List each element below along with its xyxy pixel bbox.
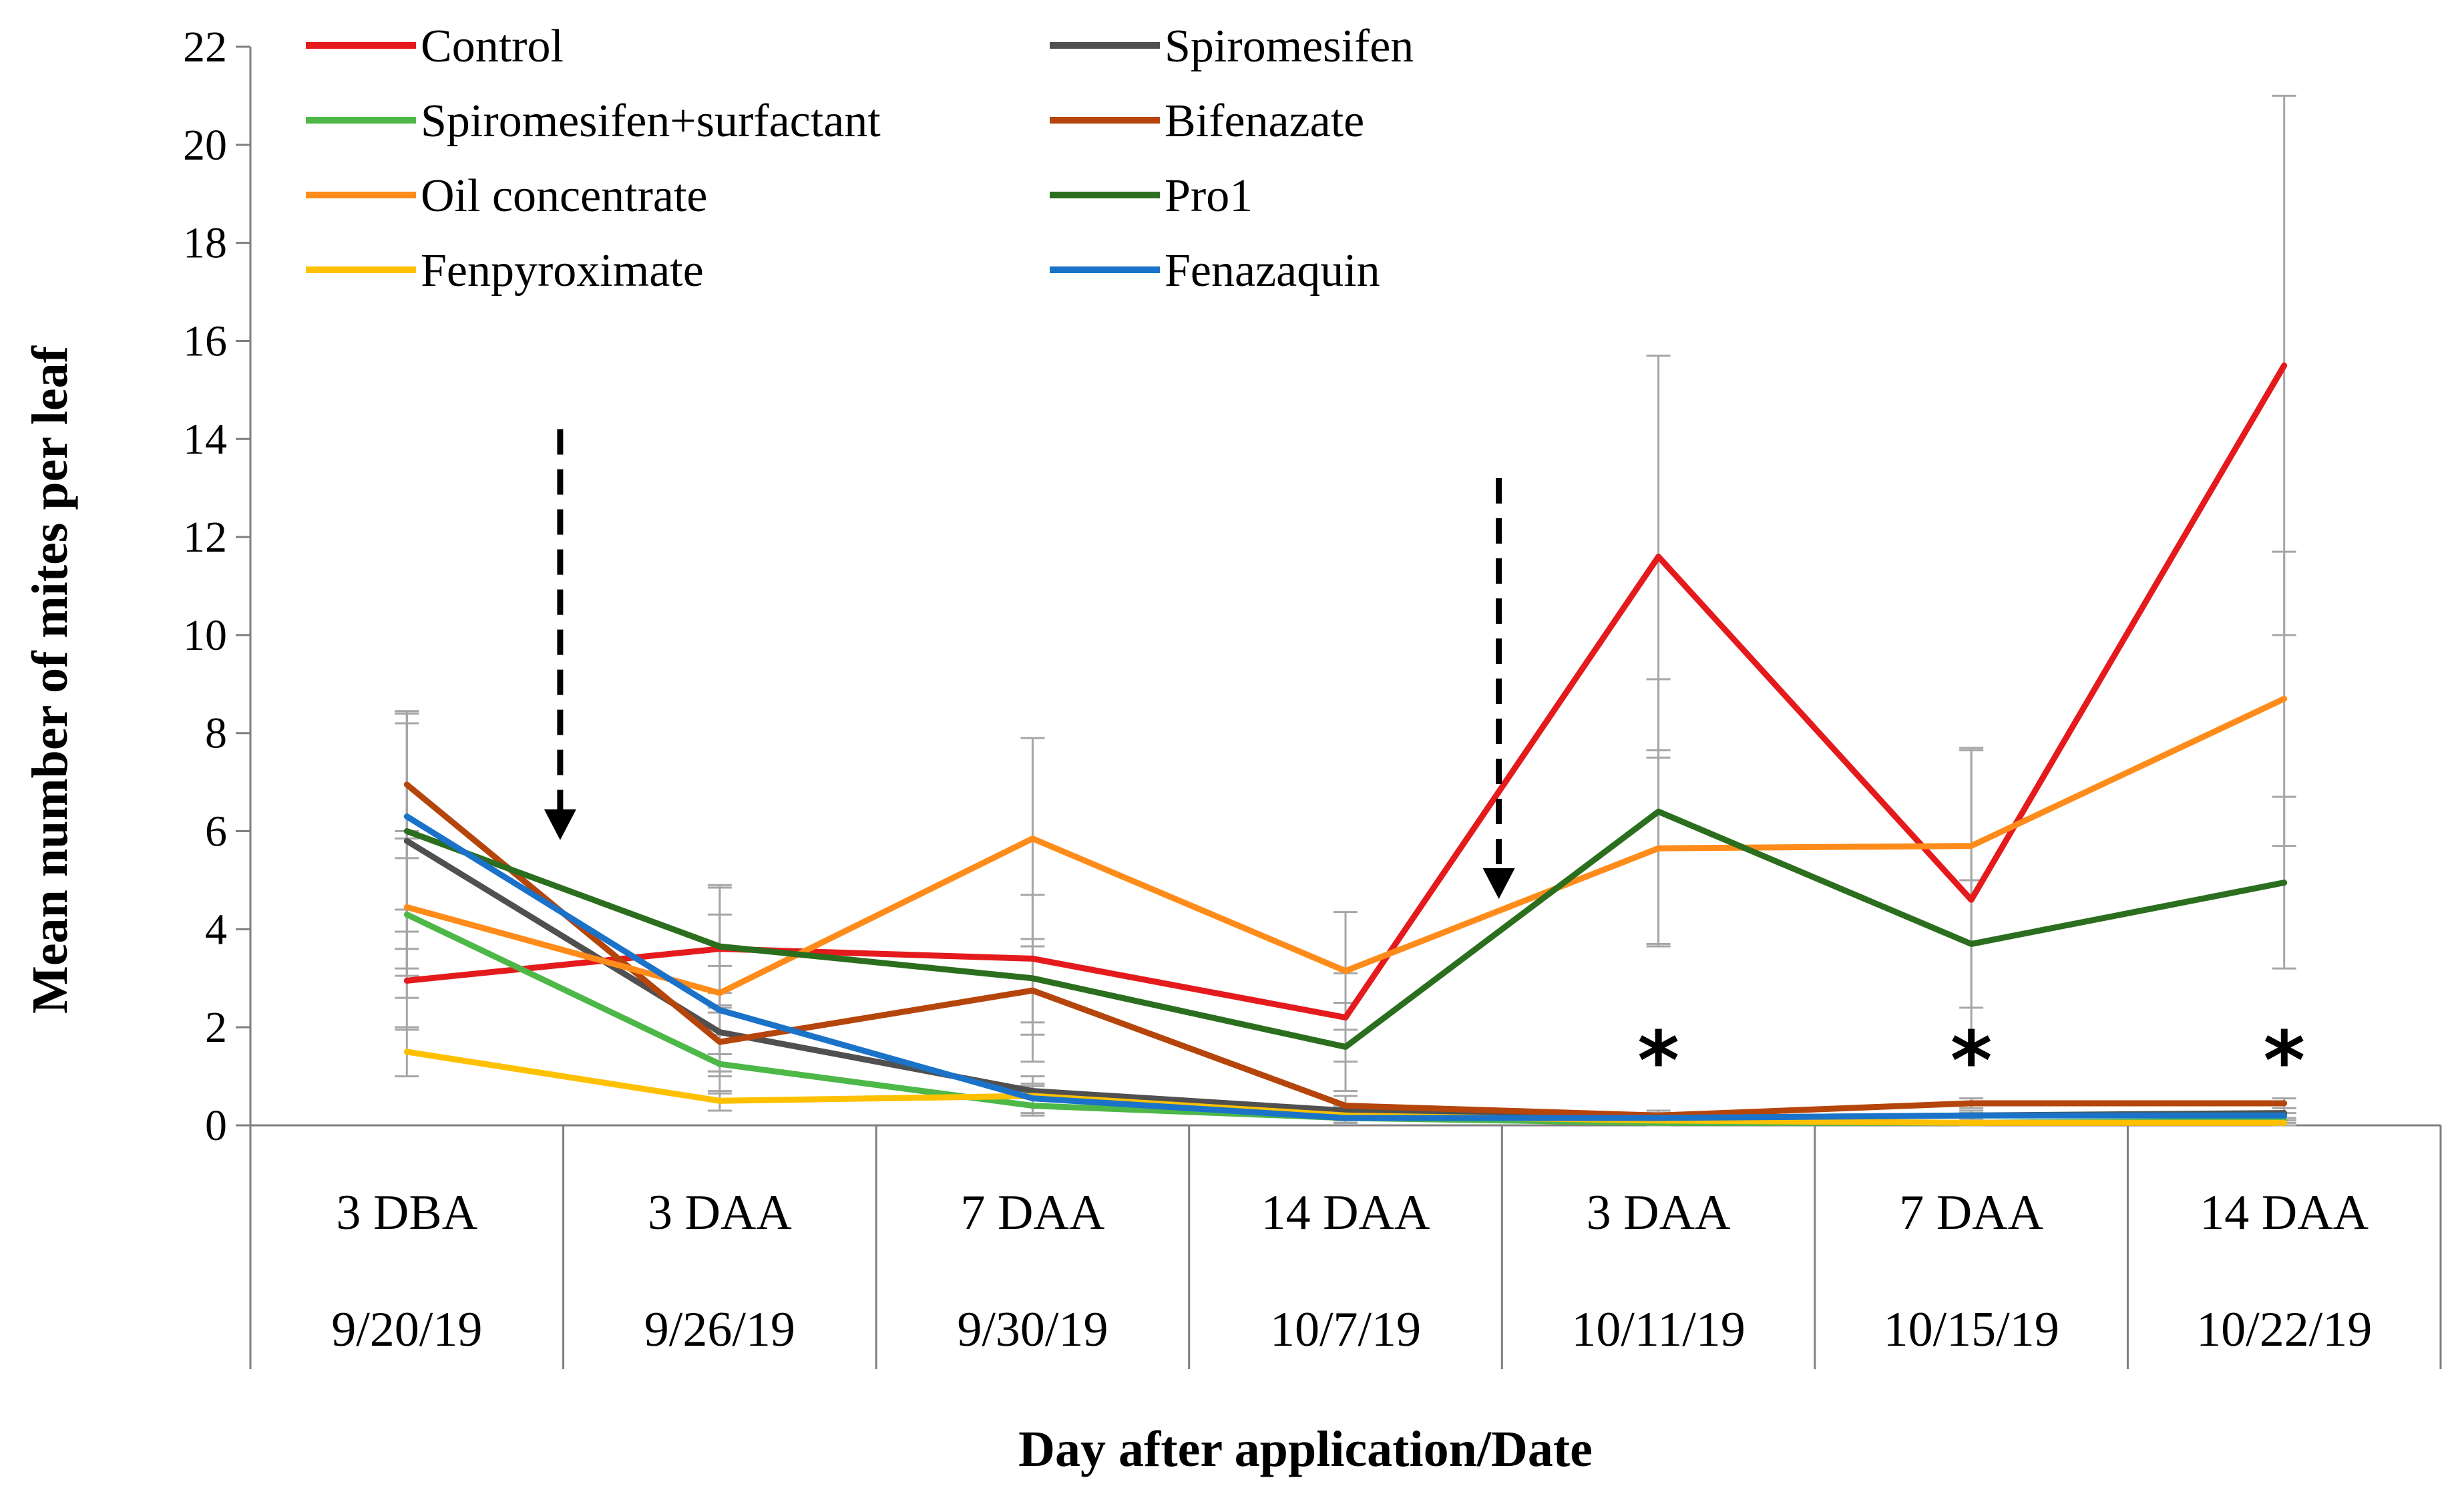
category-day-label: 3 DAA	[648, 1185, 792, 1240]
y-tick-label: 18	[183, 219, 227, 268]
y-tick-label: 0	[205, 1101, 227, 1150]
category-day-label: 7 DAA	[961, 1185, 1105, 1240]
category-day-label: 14 DAA	[2200, 1185, 2369, 1240]
series-line-fenazaquin	[403, 813, 2288, 1121]
x-axis-title: Day after application/Date	[1018, 1421, 1593, 1477]
category-date-label: 10/15/19	[1884, 1302, 2059, 1357]
application-arrow-head	[544, 809, 576, 840]
legend-label-oil-concentrate: Oil concentrate	[421, 170, 708, 222]
category-day-label: 3 DBA	[336, 1185, 477, 1240]
legend-label-control: Control	[421, 21, 564, 72]
series-line-pro1	[403, 808, 2288, 1050]
axes: 0 2 4 6 8 10 12 14 16 18 20 22 3 DBA 9/20/19 3 DAA 9/26…	[183, 23, 2442, 1369]
significance-asterisk: *	[1637, 1015, 1679, 1108]
category-date-label: 10/22/19	[2196, 1302, 2372, 1357]
y-axis-title: Mean number of mites per leaf	[22, 345, 78, 1013]
legend-label-fenazaquin: Fenazaquin	[1165, 245, 1380, 297]
y-tick-label: 6	[205, 807, 227, 856]
y-tick-label: 8	[205, 709, 227, 758]
series-line-bifenazate	[403, 781, 2288, 1119]
legend-label-spiromesifen-surfactant: Spiromesifen+surfactant	[421, 96, 881, 147]
y-tick-label: 16	[183, 317, 227, 365]
y-tick-label: 20	[183, 121, 227, 170]
y-tick-label: 4	[205, 905, 227, 954]
significance-asterisk: *	[1950, 1015, 1993, 1108]
category-day-label: 3 DAA	[1587, 1185, 1731, 1240]
application-arrows	[544, 429, 1515, 899]
y-tick-label: 14	[183, 415, 227, 463]
legend-label-bifenazate: Bifenazate	[1165, 96, 1364, 147]
legend-label-pro1: Pro1	[1165, 170, 1253, 222]
series-line-oil-concentrate	[403, 695, 2288, 996]
category-day-label: 14 DAA	[1261, 1185, 1430, 1240]
y-tick-label: 2	[205, 1003, 227, 1052]
y-tick-label: 22	[183, 23, 227, 71]
legend: Control Spiromesifen Spiromesifen+surfacta…	[306, 21, 1414, 297]
category-day-label: 7 DAA	[1899, 1185, 2043, 1240]
category-date-label: 9/26/19	[644, 1302, 795, 1357]
application-arrow-head	[1482, 868, 1515, 899]
category-date-label: 9/20/19	[331, 1302, 482, 1357]
category-date-label: 9/30/19	[957, 1302, 1108, 1357]
legend-label-fenpyroximate: Fenpyroximate	[421, 245, 704, 297]
y-tick-label: 10	[183, 611, 227, 660]
category-date-label: 10/11/19	[1571, 1302, 1745, 1357]
y-tick-label: 12	[183, 513, 227, 562]
significance-asterisk: *	[2263, 1015, 2305, 1108]
significance-markers: * * *	[1637, 1015, 2305, 1108]
category-date-label: 10/7/19	[1270, 1302, 1421, 1357]
legend-label-spiromesifen: Spiromesifen	[1165, 21, 1414, 72]
series-lines	[403, 362, 2288, 1126]
